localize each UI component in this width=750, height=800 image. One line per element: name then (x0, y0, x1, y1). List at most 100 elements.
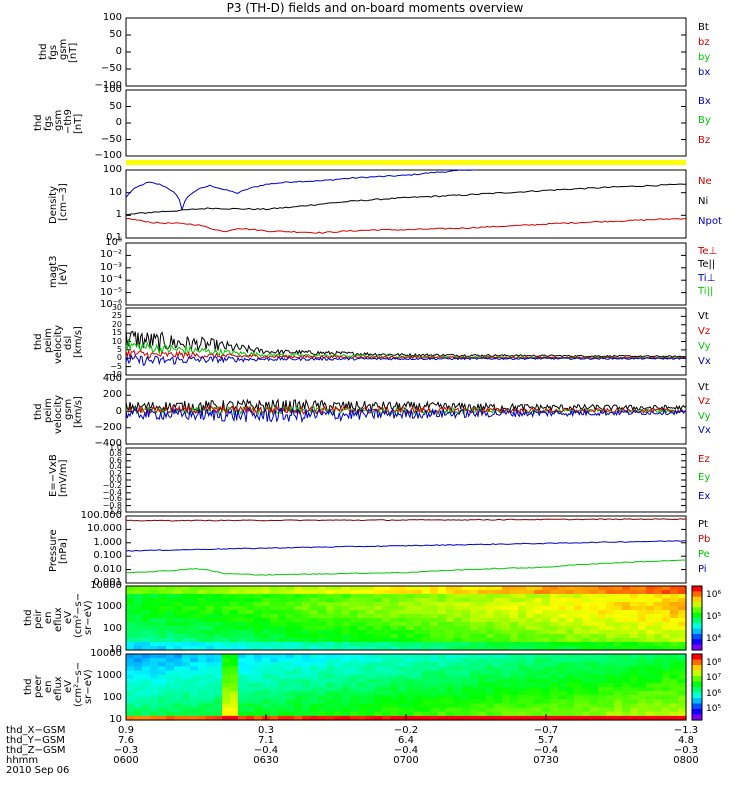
heatmap-cell-peir (446, 590, 455, 595)
heatmap-cell-peer (254, 695, 263, 700)
heatmap-cell-peir (198, 590, 207, 595)
heatmap-cell-peer (478, 695, 487, 700)
heatmap-cell-peer (310, 711, 319, 717)
heatmap-cell-peer (590, 687, 599, 692)
heatmap-cell-peer (310, 695, 319, 700)
heatmap-cell-peer (174, 699, 183, 705)
heatmap-cell-peir (630, 626, 639, 631)
heatmap-cell-peir (406, 618, 415, 623)
heatmap-cell-peer (654, 691, 663, 696)
heatmap-cell-peir (230, 598, 239, 603)
heatmap-cell-peir (318, 622, 327, 627)
heatmap-cell-peir (174, 586, 183, 591)
heatmap-cell-peer (286, 699, 295, 705)
heatmap-cell-peir (438, 626, 447, 631)
heatmap-cell-peir (478, 642, 487, 647)
heatmap-cell-peer (366, 687, 375, 692)
heatmap-cell-peer (606, 662, 615, 667)
heatmap-cell-peer (142, 707, 151, 713)
ytick-label-efield: −0.4 (102, 487, 122, 497)
heatmap-cell-peir (206, 602, 215, 607)
heatmap-cell-peir (158, 610, 167, 615)
heatmap-cell-peir (462, 622, 471, 627)
heatmap-cell-peer (270, 691, 279, 696)
heatmap-cell-peir (334, 594, 343, 599)
heatmap-cell-peer (678, 711, 687, 717)
heatmap-cell-peir (430, 630, 439, 635)
heatmap-cell-peer (142, 695, 151, 700)
heatmap-cell-peer (670, 670, 679, 676)
heatmap-cell-peer (670, 703, 679, 709)
heatmap-cell-peer (630, 682, 639, 688)
xaxis-value: 0.9 (118, 725, 134, 736)
heatmap-cell-peer (542, 678, 551, 684)
heatmap-cell-peir (518, 606, 527, 611)
heatmap-cell-peir (142, 594, 151, 599)
heatmap-cell-peir (286, 622, 295, 627)
heatmap-cell-peer (678, 670, 687, 676)
heatmap-cell-peer (478, 678, 487, 684)
heatmap-cell-peer (446, 670, 455, 676)
heatmap-cell-peer (390, 654, 399, 659)
heatmap-cell-peir (142, 590, 151, 595)
heatmap-cell-peir (294, 626, 303, 631)
heatmap-cell-peir (302, 630, 311, 635)
heatmap-cell-peer (342, 662, 351, 667)
heatmap-cell-peir (310, 606, 319, 611)
heatmap-cell-peir (662, 602, 671, 607)
heatmap-cell-peer (182, 658, 191, 663)
heatmap-cell-peer (470, 707, 479, 713)
ylabel-magt3: [eV] (58, 264, 69, 286)
heatmap-cell-peir (558, 602, 567, 607)
heatmap-cell-peer (430, 703, 439, 709)
legend-vel_gsm: Vt (698, 382, 709, 394)
heatmap-cell-peir (398, 586, 407, 591)
heatmap-cell-peir (238, 590, 247, 595)
heatmap-cell-peer (198, 674, 207, 680)
heatmap-cell-peer (566, 711, 575, 717)
heatmap-cell-peer (334, 707, 343, 713)
heatmap-cell-peer (214, 707, 223, 713)
heatmap-cell-peer (278, 662, 287, 667)
ytick-label-vel_dsl: 20 (111, 319, 122, 329)
heatmap-cell-peir (646, 618, 655, 623)
heatmap-cell-peer (174, 703, 183, 709)
heatmap-cell-peir (542, 614, 551, 619)
heatmap-cell-peer (518, 674, 527, 680)
heatmap-cell-peer (646, 666, 655, 672)
heatmap-cell-peir (486, 602, 495, 607)
heatmap-cell-peer (494, 666, 503, 672)
heatmap-cell-peer (366, 691, 375, 696)
heatmap-cell-peer (278, 687, 287, 692)
heatmap-cell-peir (302, 634, 311, 639)
heatmap-cell-peer (206, 666, 215, 672)
flag-bar (126, 160, 686, 165)
heatmap-cell-peer (182, 711, 191, 717)
heatmap-cell-peir (358, 610, 367, 615)
heatmap-cell-peer (502, 654, 511, 659)
heatmap-cell-peer (334, 691, 343, 696)
heatmap-cell-peir (558, 598, 567, 603)
heatmap-cell-peir (350, 630, 359, 635)
heatmap-cell-peer (302, 699, 311, 705)
heatmap-cell-peir (126, 614, 135, 619)
heatmap-cell-peer (294, 695, 303, 700)
heatmap-cell-peir (526, 614, 535, 619)
panel-frame-efield (125, 447, 687, 513)
heatmap-cell-peir (158, 634, 167, 639)
heatmap-cell-peir (662, 594, 671, 599)
heatmap-cell-peir (422, 602, 431, 607)
heatmap-cell-peir (270, 630, 279, 635)
ytick-label-efield: 0.6 (109, 455, 122, 465)
heatmap-cell-peir (622, 634, 631, 639)
heatmap-cell-peer (374, 662, 383, 667)
heatmap-cell-peir (662, 618, 671, 623)
heatmap-cell-peir (158, 618, 167, 623)
heatmap-cell-peir (566, 602, 575, 607)
heatmap-cell-peer (550, 691, 559, 696)
heatmap-cell-peir (470, 598, 479, 603)
heatmap-cell-peir (486, 630, 495, 635)
heatmap-cell-peer (270, 715, 279, 721)
heatmap-cell-peir (454, 638, 463, 643)
heatmap-cell-peer (534, 654, 543, 659)
